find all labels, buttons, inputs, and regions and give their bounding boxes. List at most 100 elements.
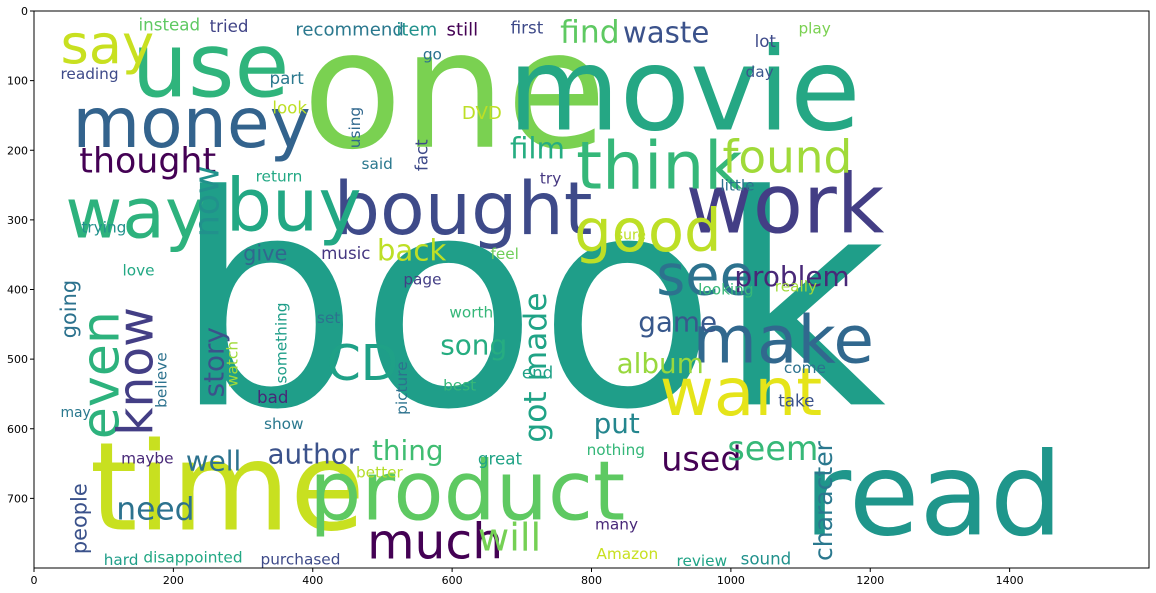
x-tick-label: 1000	[717, 574, 745, 587]
word-tried: tried	[210, 16, 249, 36]
word-believe: believe	[152, 352, 170, 408]
x-tick-label: 1200	[856, 574, 884, 587]
word-something: something	[272, 302, 290, 383]
word-album: album	[617, 347, 704, 380]
word-waste: waste	[623, 15, 710, 49]
word-said: said	[362, 155, 393, 173]
word-much: much	[367, 514, 503, 570]
word-see: see	[656, 243, 754, 308]
word-say: say	[60, 13, 154, 76]
word-want: want	[660, 354, 822, 431]
word-movie: movie	[508, 23, 861, 157]
y-tick-label: 400	[7, 284, 28, 297]
word-end: end	[522, 363, 553, 383]
word-back: back	[377, 233, 447, 267]
word-read: read	[804, 429, 1063, 563]
word-cd: CD	[327, 336, 399, 392]
y-tick-label: 100	[7, 75, 28, 88]
word-buy: buy	[226, 163, 362, 248]
x-axis: 0 200 400 600 800 1000 1200 1400	[31, 568, 1024, 587]
word-film: film	[510, 132, 565, 166]
word-hard: hard	[104, 551, 139, 569]
word-find: find	[560, 14, 619, 50]
word-put: put	[594, 407, 640, 440]
word-money: money	[72, 83, 311, 164]
word-going: going	[57, 280, 81, 338]
word-music: music	[321, 243, 370, 263]
word-day: day	[746, 63, 774, 81]
word-seem: seem	[727, 429, 818, 468]
word-bought: bought	[334, 167, 593, 252]
word-disappointed: disappointed	[143, 548, 242, 566]
word-better: better	[356, 463, 404, 481]
plot-background	[34, 11, 1149, 568]
word-first: first	[511, 17, 544, 37]
x-tick-label: 200	[163, 574, 184, 587]
word-item: item	[396, 19, 437, 40]
word-way: way	[65, 173, 206, 254]
word-recommend: recommend	[295, 19, 404, 40]
word-time: time	[90, 417, 365, 559]
word-come: come	[784, 359, 826, 377]
word-best: best	[443, 376, 476, 394]
word-use: use	[132, 14, 290, 118]
word-little: little	[720, 177, 754, 195]
word-looking: looking	[698, 280, 753, 298]
word-good: good	[574, 196, 722, 265]
word-play: play	[798, 19, 830, 37]
word-know: know	[108, 307, 164, 436]
word-return: return	[256, 168, 303, 186]
word-think: think	[576, 128, 743, 205]
word-really: really	[775, 278, 817, 296]
word-dvd: DVD	[462, 103, 502, 124]
word-game: game	[638, 305, 717, 338]
word-one: one	[302, 0, 606, 186]
x-tick-label: 600	[442, 574, 463, 587]
y-tick-label: 200	[7, 144, 28, 157]
word-sound: sound	[741, 549, 792, 569]
word-amazon: Amazon	[596, 545, 658, 563]
word-take: take	[778, 390, 814, 410]
y-tick-label: 500	[7, 353, 28, 366]
word-reading: reading	[60, 65, 118, 83]
word-need: need	[116, 491, 194, 527]
word-people: people	[67, 483, 91, 554]
word-may: may	[60, 405, 90, 421]
word-will: will	[478, 516, 541, 561]
word-using: using	[346, 107, 364, 148]
word-well: well	[186, 445, 241, 478]
word-feel: feel	[490, 245, 518, 263]
y-tick-label: 600	[7, 423, 28, 436]
word-try: try	[540, 170, 561, 188]
word-review: review	[677, 552, 728, 570]
word-instead: instead	[139, 14, 201, 34]
word-story: story	[198, 327, 231, 397]
word-great: great	[478, 448, 523, 468]
word-now: now	[188, 165, 228, 237]
word-worth: worth	[449, 303, 493, 321]
word-sure: sure	[616, 227, 646, 243]
word-maybe: maybe	[121, 450, 173, 468]
y-axis: 0 100 200 300 400 500 600 700	[7, 5, 34, 505]
word-fact: fact	[412, 139, 432, 171]
x-tick-label: 800	[581, 574, 602, 587]
word-song: song	[440, 328, 507, 361]
word-book: book	[173, 133, 886, 473]
y-tick-label: 0	[21, 5, 28, 18]
word-used: used	[661, 440, 741, 479]
word-show: show	[264, 415, 304, 433]
word-found: found	[723, 131, 853, 184]
x-tick-label: 1400	[996, 574, 1024, 587]
word-author: author	[267, 438, 359, 471]
x-tick-label: 0	[31, 574, 38, 587]
word-character: character	[809, 440, 838, 561]
word-love: love	[123, 262, 155, 280]
word-picture: picture	[393, 361, 411, 414]
word-part: part	[270, 68, 305, 88]
word-purchased: purchased	[260, 551, 340, 569]
word-still: still	[447, 19, 479, 40]
y-tick-label: 700	[7, 492, 28, 505]
word-many: many	[595, 516, 638, 534]
